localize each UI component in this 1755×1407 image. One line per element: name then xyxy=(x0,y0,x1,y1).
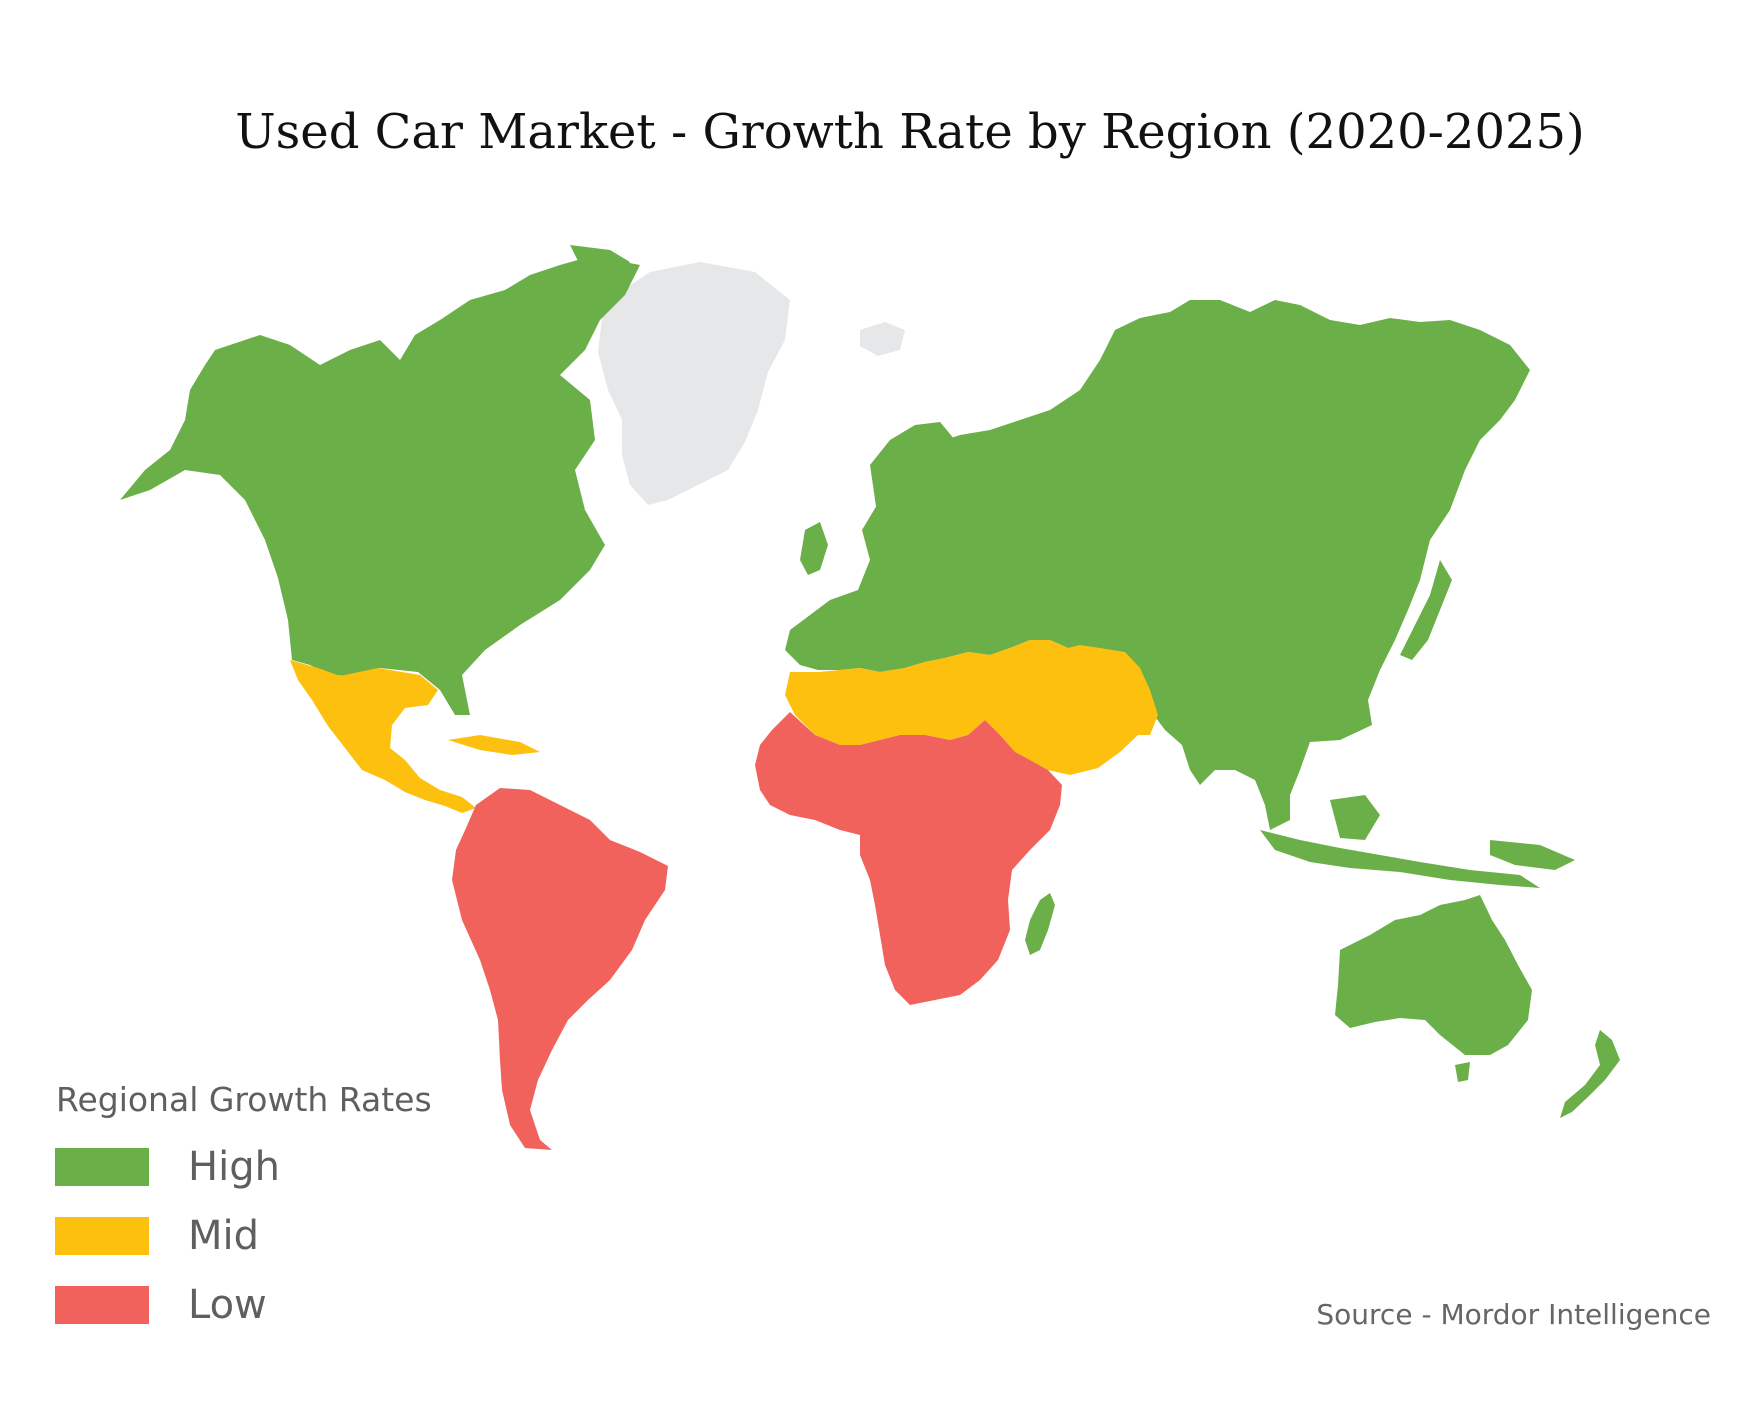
region-tasmania xyxy=(1455,1062,1470,1082)
legend-label-high: High xyxy=(188,1144,280,1190)
region-madagascar xyxy=(1025,893,1055,955)
region-indonesia-philippines xyxy=(1260,830,1540,888)
region-new-zealand xyxy=(1560,1030,1620,1118)
source-note: Source - Mordor Intelligence xyxy=(1316,1298,1711,1331)
region-uk xyxy=(800,522,828,575)
legend-item-mid: Mid xyxy=(55,1213,455,1259)
region-new-guinea xyxy=(1490,840,1575,870)
legend-label-low: Low xyxy=(188,1282,267,1328)
region-japan xyxy=(1400,560,1452,660)
legend-item-high: High xyxy=(55,1144,455,1190)
legend-swatch-high xyxy=(55,1148,149,1186)
legend-swatch-low xyxy=(55,1286,149,1324)
region-north-america xyxy=(120,258,640,715)
legend-title: Regional Growth Rates xyxy=(56,1080,432,1119)
region-greenland xyxy=(598,262,790,505)
chart-title: Used Car Market - Growth Rate by Region … xyxy=(235,104,1585,160)
legend-item-low: Low xyxy=(55,1282,455,1328)
legend-swatch-mid xyxy=(55,1217,149,1255)
region-borneo xyxy=(1330,795,1380,840)
region-australia xyxy=(1335,895,1532,1055)
region-eurasia xyxy=(785,300,1530,830)
region-south-america xyxy=(452,788,668,1150)
region-alaska-islands xyxy=(570,245,630,280)
region-caribbean xyxy=(448,735,540,755)
region-sub-saharan-africa xyxy=(755,712,1062,1005)
region-iceland xyxy=(860,322,905,356)
legend-label-mid: Mid xyxy=(188,1213,260,1259)
region-scandinavia xyxy=(870,422,955,540)
region-mena xyxy=(785,640,1158,775)
region-central-america xyxy=(290,660,476,813)
